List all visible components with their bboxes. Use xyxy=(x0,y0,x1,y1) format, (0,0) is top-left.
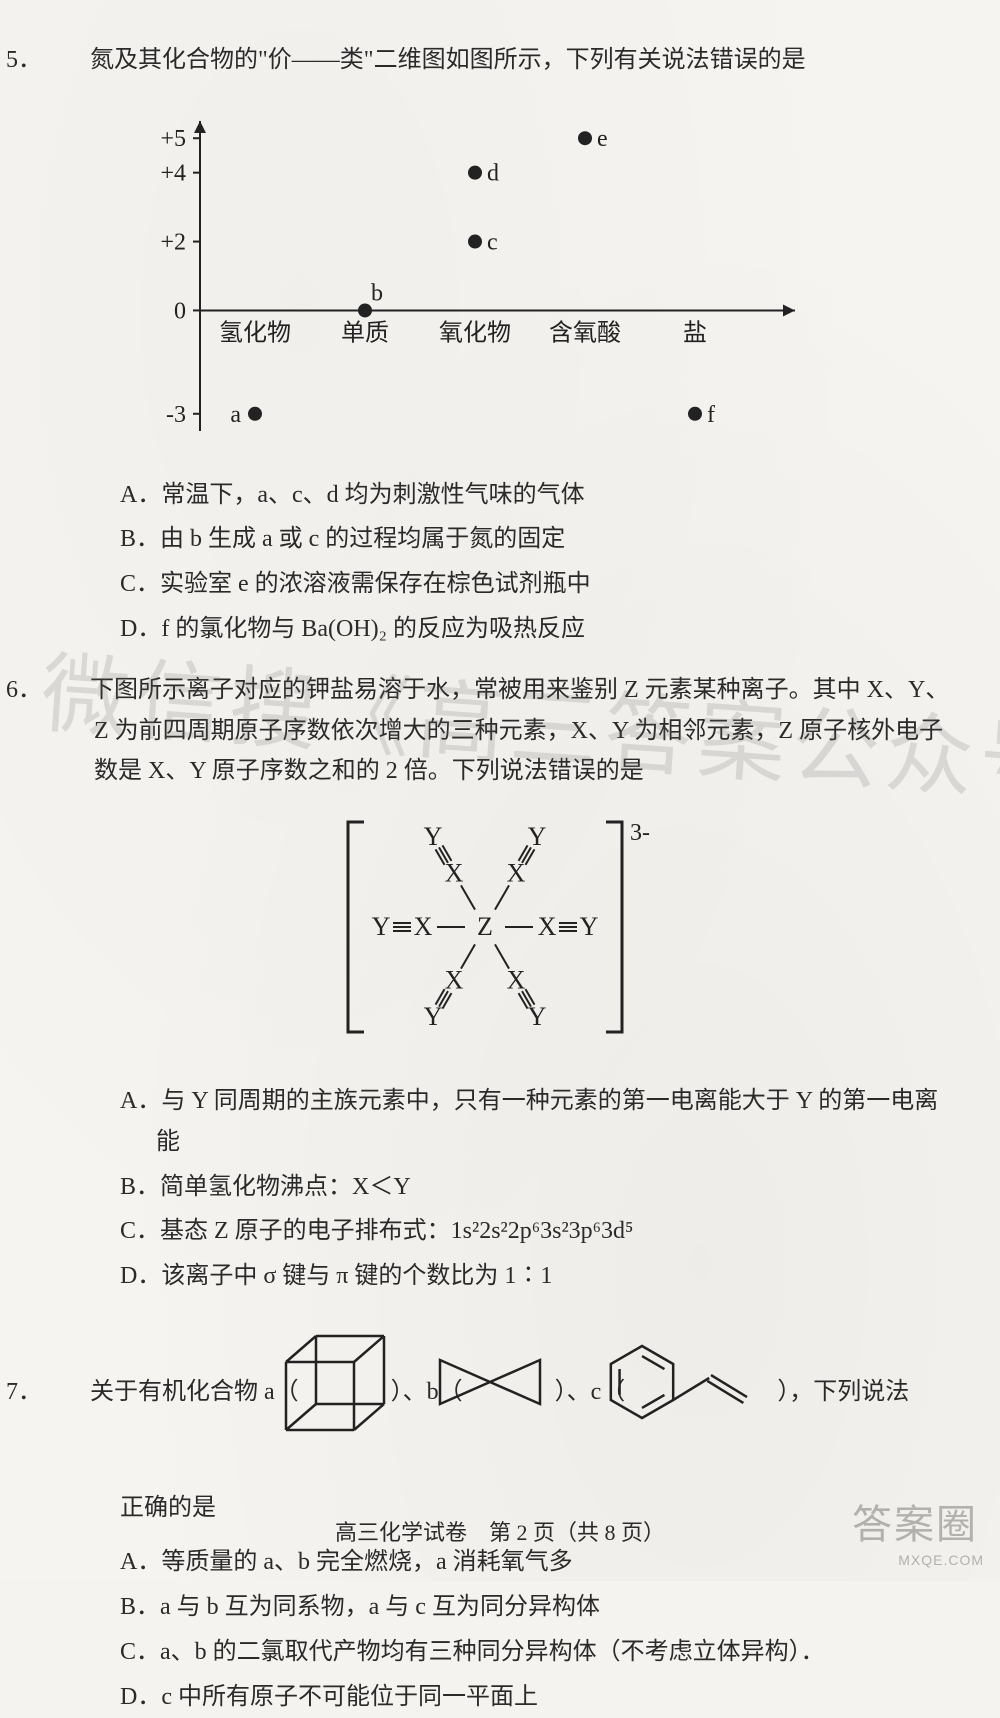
q5-option-c: C．实验室 e 的浓溶液需保存在棕色试剂瓶中 xyxy=(120,564,950,605)
q7-stem: 7．关于有机化合物 a（ ）、b（ ）、c（ ），下列说法 xyxy=(50,1317,950,1470)
q6-molecule-svg: ZXYXYXYXYXYXY3- xyxy=(290,812,710,1042)
svg-text:Z: Z xyxy=(477,912,493,941)
svg-text:X: X xyxy=(507,966,526,995)
q7-option-c: C．a、b 的二氯取代产物均有三种同分异构体（不考虑立体异构）． xyxy=(120,1632,950,1673)
svg-text:氧化物: 氧化物 xyxy=(439,319,511,346)
q7-struct-b xyxy=(469,1352,555,1435)
svg-text:含氧酸: 含氧酸 xyxy=(549,319,621,346)
question-5: 5．氮及其化合物的"价——类"二维图如图所示，下列有关说法错误的是 -3 0 +2 +… xyxy=(50,40,950,650)
svg-text:Y: Y xyxy=(528,1002,547,1031)
q7-option-b: B．a 与 b 互为同系物，a 与 c 互为同分异构体 xyxy=(120,1587,950,1628)
svg-text:X: X xyxy=(414,912,433,941)
svg-text:d: d xyxy=(487,160,499,186)
q5-stem: 5．氮及其化合物的"价——类"二维图如图所示，下列有关说法错误的是 xyxy=(50,40,950,81)
svg-text:+5: +5 xyxy=(160,126,186,152)
svg-text:a: a xyxy=(230,402,241,428)
svg-text:氢化物: 氢化物 xyxy=(219,319,291,346)
svg-text:f: f xyxy=(707,402,715,428)
svg-text:+2: +2 xyxy=(160,229,186,255)
corner-url: MXQE.COM xyxy=(898,1549,984,1573)
q7-options: A．等质量的 a、b 完全燃烧，a 消耗氧气多 B．a 与 b 互为同系物，a … xyxy=(50,1542,950,1717)
q6-molecule: ZXYXYXYXYXYXY3- xyxy=(50,812,950,1056)
q5-stem-text: 氮及其化合物的"价——类"二维图如图所示，下列有关说法错误的是 xyxy=(90,47,806,73)
svg-text:+4: +4 xyxy=(160,160,186,186)
q5-option-a: A．常温下，a、c、d 均为刺激性气味的气体 xyxy=(120,475,950,516)
q5-chart: -3 0 +2 +4 +5 氢化物 单质 氧化物 含氧酸 盐 a b c d e f xyxy=(110,106,950,460)
svg-text:b: b xyxy=(371,280,383,306)
q6-option-c: C．基态 Z 原子的电子排布式：1s²2s²2p⁶3s²3p⁶3d⁵ xyxy=(120,1211,950,1252)
svg-text:e: e xyxy=(597,126,608,152)
q5-options: A．常温下，a、c、d 均为刺激性气味的气体 B．由 b 生成 a 或 c 的过… xyxy=(50,475,950,650)
q7-struct-c xyxy=(631,1327,777,1460)
exam-page: 微信搜《高三答案公众号》 5．氮及其化合物的"价——类"二维图如图所示，下列有关… xyxy=(0,0,1000,1581)
svg-text:盐: 盐 xyxy=(683,319,707,346)
q6-option-a: A．与 Y 同周期的主族元素中，只有一种元素的第一电离能大于 Y 的第一电离能 xyxy=(120,1081,950,1163)
svg-text:Y: Y xyxy=(424,1002,443,1031)
q5-number: 5． xyxy=(50,40,90,81)
q6-option-b: B．简单氢化物沸点：X＜Y xyxy=(120,1167,950,1208)
svg-text:0: 0 xyxy=(174,298,186,324)
page-footer: 高三化学试卷 第 2 页（共 8 页） xyxy=(0,1514,1000,1551)
svg-text:-3: -3 xyxy=(166,402,186,428)
svg-text:Y: Y xyxy=(372,912,391,941)
q5-chart-svg: -3 0 +2 +4 +5 氢化物 单质 氧化物 含氧酸 盐 a b c d e f xyxy=(110,106,810,446)
spiro-icon xyxy=(425,1352,555,1412)
question-6: 6．下图所示离子对应的钾盐易溶于水，常被用来鉴别 Z 元素某种离子。其中 X、Y… xyxy=(50,670,950,1297)
svg-text:c: c xyxy=(487,229,498,255)
q7-struct-a xyxy=(305,1317,391,1470)
q5-option-b: B．由 b 生成 a 或 c 的过程均属于氮的固定 xyxy=(120,519,950,560)
svg-text:Y: Y xyxy=(528,822,547,851)
svg-text:X: X xyxy=(445,966,464,995)
q7-number: 7． xyxy=(50,1364,90,1422)
q6-option-d: D．该离子中 σ 键与 π 键的个数比为 1∶1 xyxy=(120,1256,950,1297)
q7-stem-after: ），下列说法 xyxy=(777,1379,909,1405)
svg-text:单质: 单质 xyxy=(341,319,389,346)
svg-text:X: X xyxy=(538,912,557,941)
cube-icon xyxy=(261,1317,391,1447)
styrene-icon xyxy=(587,1327,777,1437)
q5-option-d: D．f 的氯化物与 Ba(OH)₂ 的反应为吸热反应 xyxy=(120,609,950,650)
q6-stem-text: 下图所示离子对应的钾盐易溶于水，常被用来鉴别 Z 元素某种离子。其中 X、Y、Z… xyxy=(90,677,949,785)
q7-option-d: D．c 中所有原子不可能位于同一平面上 xyxy=(120,1677,950,1718)
q6-options: A．与 Y 同周期的主族元素中，只有一种元素的第一电离能大于 Y 的第一电离能 … xyxy=(50,1081,950,1297)
svg-text:Y: Y xyxy=(580,912,599,941)
q6-number: 6． xyxy=(50,670,90,711)
q6-stem: 6．下图所示离子对应的钾盐易溶于水，常被用来鉴别 Z 元素某种离子。其中 X、Y… xyxy=(50,670,950,792)
svg-text:Y: Y xyxy=(424,822,443,851)
svg-text:3-: 3- xyxy=(630,820,650,846)
